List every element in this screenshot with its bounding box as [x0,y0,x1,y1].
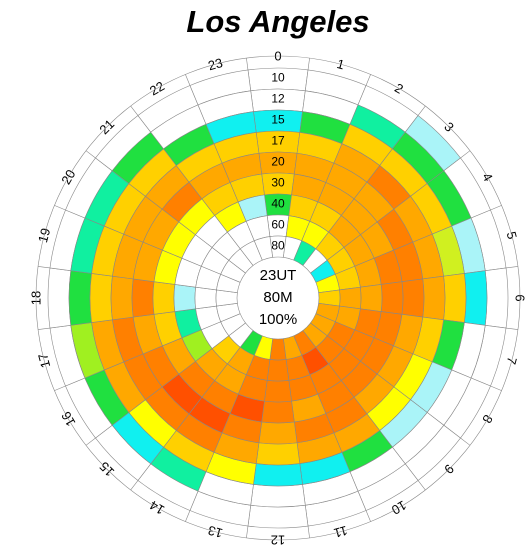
spoke [460,150,471,159]
spoke [85,437,96,446]
cell [47,267,72,329]
spoke [490,205,502,211]
spoke [54,205,66,211]
band-label: 80 [271,239,285,253]
spoke [185,74,191,86]
cell [484,267,509,329]
cell [253,463,303,487]
cell [250,484,306,508]
cell [464,270,488,326]
spoke [365,510,371,522]
spoke [85,150,96,159]
cell [339,286,362,310]
cell [359,284,383,312]
band-label: 17 [271,134,285,148]
cell [194,286,217,310]
cell [401,278,425,318]
cell [110,275,134,321]
cell [152,281,176,315]
band-label: 30 [271,176,285,190]
spoke [490,385,502,391]
cell [131,278,155,318]
spoke [38,327,51,330]
spoke [417,480,426,491]
cell [258,421,298,445]
cell [443,273,467,323]
outer-ring [35,55,521,541]
spoke [185,510,191,522]
band-label: 40 [271,197,285,211]
spoke [307,58,310,71]
cell [68,270,92,326]
spoke [505,266,518,269]
chart-title: Los Angeles [186,4,369,39]
spoke [246,525,249,538]
cell [255,442,301,466]
spoke [365,74,371,86]
band-label: 15 [271,113,285,127]
center-label: 80M [263,289,292,306]
band-label: 10 [271,71,285,85]
cell [253,236,273,261]
hour-label: 12 [271,533,285,546]
spoke [38,266,51,269]
cell [261,400,295,424]
cell [247,504,309,529]
spoke [246,58,249,71]
cell [266,359,290,382]
spoke [130,480,139,491]
cell [89,273,113,323]
band-label: 12 [271,92,285,106]
cell [422,275,446,321]
spoke [505,327,518,330]
cell [264,379,292,403]
cell [380,281,404,315]
cell [173,284,197,312]
spoke [460,437,471,446]
center-label: 100% [259,311,297,328]
spoke [130,105,139,116]
spoke [307,525,310,538]
center-label: 23UT [260,267,297,284]
spoke [417,105,426,116]
band-label: 60 [271,218,285,232]
spoke [54,385,66,391]
band-label: 20 [271,155,285,169]
